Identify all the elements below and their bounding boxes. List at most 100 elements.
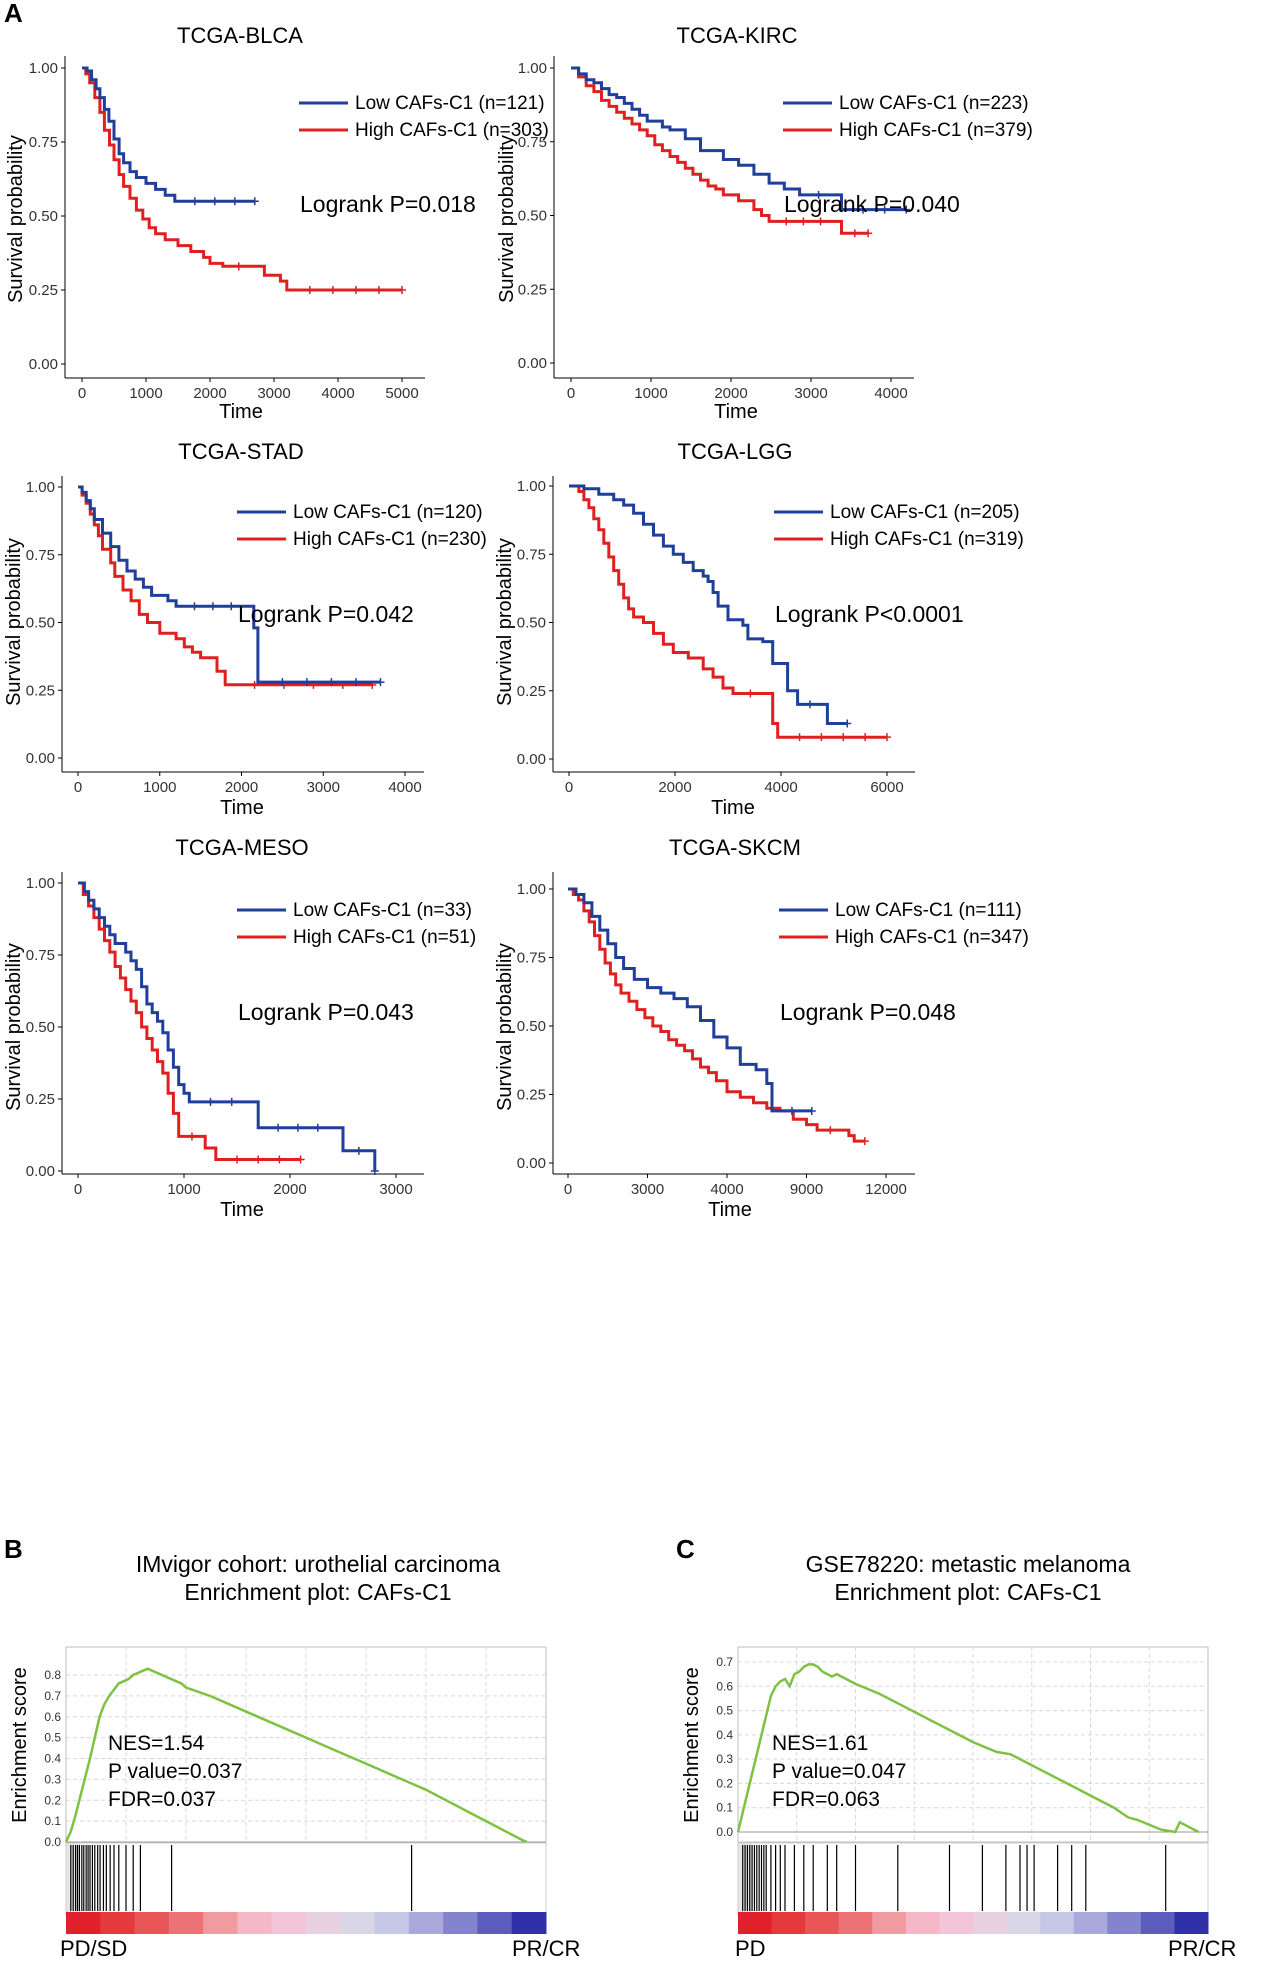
gsea-title: GSE78220: metastic melanoma <box>806 1551 1131 1577</box>
censor-mark <box>279 678 286 687</box>
censor-mark <box>276 1155 283 1164</box>
censor-mark <box>352 678 359 687</box>
legend-label-high: High CAFs-C1 (n=347) <box>835 927 1029 948</box>
y-tick-label: 0.3 <box>716 1752 733 1766</box>
censor-mark <box>314 1123 321 1132</box>
y-tick-label: 1.00 <box>517 881 546 898</box>
y-axis-label: Survival probability <box>3 943 25 1111</box>
gsea-stat: FDR=0.037 <box>108 1788 216 1811</box>
y-tick-label: 0.0 <box>44 1835 61 1849</box>
survival-curve-high <box>569 484 887 739</box>
x-tick-label: 3000 <box>379 1181 412 1198</box>
y-axis-label: Survival probability <box>3 538 25 706</box>
y-tick-label: 0.00 <box>517 1155 546 1172</box>
y-tick-label: 0.25 <box>518 281 547 298</box>
phenotype-label-right: PR/CR <box>1168 1936 1236 1961</box>
y-tick-label: 0.75 <box>26 547 55 564</box>
rank-bar-segment <box>66 1912 101 1934</box>
rank-bar-segment <box>738 1912 773 1934</box>
censor-mark <box>294 1123 301 1132</box>
y-tick-label: 0.75 <box>26 947 55 964</box>
x-tick-label: 1000 <box>167 1181 200 1198</box>
y-tick-label: 0.50 <box>29 208 58 225</box>
censor-mark <box>251 680 258 689</box>
logrank-stat: Logrank P=0.018 <box>300 191 476 217</box>
rank-bar-segment <box>340 1912 376 1934</box>
censor-mark <box>375 286 382 294</box>
survival-curve-low <box>569 484 848 725</box>
km-plot-lgg: TCGA-LGG 0.00 0.25 0.50 0.75 1.00 0 2000 4000 600… <box>494 439 1024 819</box>
hit-panel-frame <box>65 1842 547 1916</box>
logrank-stat: Logrank P=0.040 <box>784 191 960 217</box>
rank-bar-segment <box>237 1912 273 1934</box>
y-tick-label: 0.25 <box>26 682 55 699</box>
y-tick-label: 1.00 <box>518 60 547 77</box>
censor-mark <box>235 262 242 271</box>
rank-bar-segment <box>168 1912 204 1934</box>
y-tick-label: 0.5 <box>716 1704 733 1718</box>
x-axis-label: Time <box>219 401 263 423</box>
censor-mark <box>815 190 822 199</box>
y-tick-label: 0.50 <box>517 615 546 632</box>
censor-mark <box>191 197 198 206</box>
rank-bar-segment <box>771 1912 806 1934</box>
y-tick-label: 1.00 <box>26 875 55 892</box>
y-tick-label: 0.2 <box>44 1793 61 1807</box>
x-tick-label: 0 <box>567 385 575 402</box>
gsea-stat: P value=0.047 <box>772 1760 906 1783</box>
legend-label-low: Low CAFs-C1 (n=205) <box>830 502 1020 523</box>
censor-mark <box>747 689 754 698</box>
y-axis-label: Survival probability <box>496 135 518 303</box>
rank-bar-segment <box>905 1912 940 1934</box>
censor-mark <box>817 217 824 226</box>
x-tick-label: 1000 <box>143 779 176 796</box>
x-tick-label: 4000 <box>764 779 797 796</box>
survival-curve-high <box>571 66 869 235</box>
y-tick-label: 0.4 <box>44 1752 61 1766</box>
censor-mark <box>207 1097 214 1106</box>
y-tick-label: 0.25 <box>517 1087 546 1104</box>
censor-mark <box>864 229 873 238</box>
y-tick-label: 0.1 <box>716 1801 733 1815</box>
gsea-stat: FDR=0.063 <box>772 1788 880 1811</box>
panel-label-c: C <box>676 1534 695 1564</box>
rank-bar-segment <box>1140 1912 1175 1934</box>
censor-mark <box>800 217 807 226</box>
y-tick-label: 0.75 <box>517 546 546 563</box>
y-tick-label: 0.75 <box>29 134 58 151</box>
legend-label-low: Low CAFs-C1 (n=121) <box>355 93 545 114</box>
censor-mark <box>255 1155 262 1164</box>
x-tick-label: 2000 <box>273 1181 306 1198</box>
censor-mark <box>355 1146 362 1155</box>
chart-title: TCGA-SKCM <box>669 835 801 860</box>
chart-title: TCGA-LGG <box>678 439 793 464</box>
legend-label-low: Low CAFs-C1 (n=120) <box>293 502 483 523</box>
y-axis-label: Survival probability <box>494 943 516 1111</box>
y-tick-label: 0.50 <box>517 1018 546 1035</box>
y-tick-label: 0.00 <box>517 751 546 768</box>
x-tick-label: 12000 <box>865 1181 907 1198</box>
legend-label-high: High CAFs-C1 (n=230) <box>293 529 487 550</box>
y-tick-label: 1.00 <box>29 60 58 77</box>
y-tick-label: 0.5 <box>44 1731 61 1745</box>
survival-curve-low <box>571 66 907 212</box>
enrichment-curve <box>736 1663 1200 1834</box>
censor-mark <box>303 678 310 687</box>
x-tick-label: 6000 <box>870 779 903 796</box>
x-tick-label: 0 <box>564 1181 572 1198</box>
legend-label-high: High CAFs-C1 (n=379) <box>839 120 1033 141</box>
gsea-stat: NES=1.61 <box>772 1732 868 1755</box>
y-tick-label: 0.00 <box>26 1163 55 1180</box>
x-tick-label: 2000 <box>714 385 747 402</box>
x-tick-label: 4000 <box>710 1181 743 1198</box>
x-axis-label: Time <box>220 797 264 819</box>
hit-panel-frame <box>737 1842 1209 1916</box>
x-tick-label: 4000 <box>874 385 907 402</box>
censor-mark <box>209 602 216 611</box>
y-tick-label: 0.4 <box>716 1728 733 1742</box>
x-axis-label: Time <box>708 1199 752 1221</box>
censor-mark <box>188 1132 195 1141</box>
rank-bar-segment <box>872 1912 907 1934</box>
km-plot-meso: TCGA-MESO 0.00 0.25 0.50 0.75 1.00 0 1000 2000 30… <box>3 835 476 1221</box>
